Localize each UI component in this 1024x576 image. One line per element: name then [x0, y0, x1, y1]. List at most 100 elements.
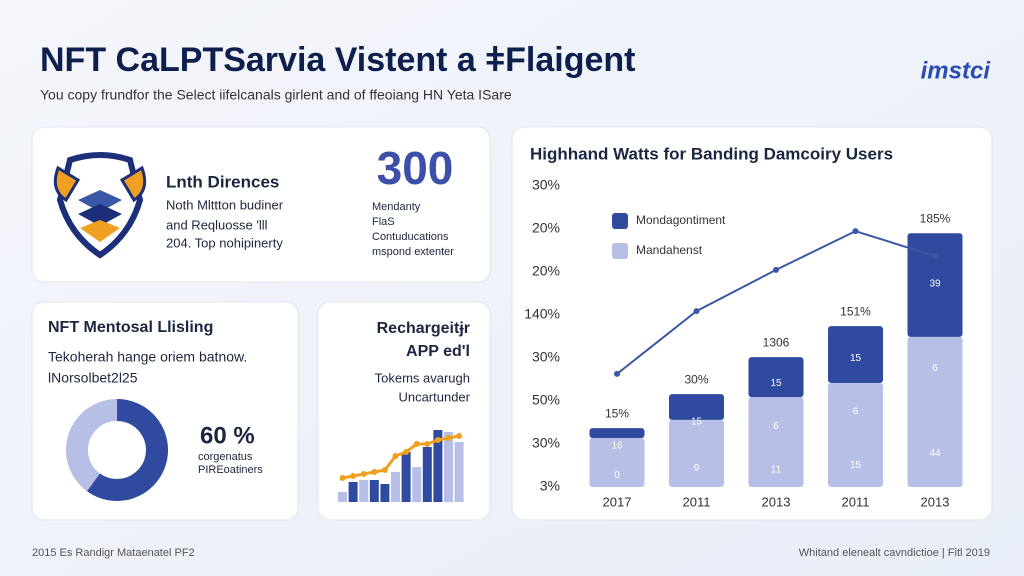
card-heading: Lnth Dirences: [166, 172, 279, 191]
footer: 2015 Es Randigr Mataenatel PF2: [32, 547, 195, 559]
donut-label: 60 %: [200, 422, 255, 449]
line-point: [371, 469, 378, 475]
line-point: [392, 453, 399, 459]
line-point: [413, 441, 420, 447]
y-tick-label: 30%: [532, 177, 560, 193]
bar: [359, 480, 369, 502]
inner-label: 16: [611, 440, 623, 451]
bar: [444, 432, 453, 502]
y-tick-label: 30%: [532, 349, 560, 365]
footer: Whitand elenealt cavndictioe | Fitl 2019: [799, 547, 990, 559]
bar: [433, 430, 443, 502]
inner-label: 9: [694, 463, 700, 474]
inner-label: 15: [850, 460, 862, 471]
subtitle: You copy frundfor the Select iifelcanals…: [40, 87, 512, 103]
x-tick-label: 2013: [921, 494, 950, 509]
inner-label: 44: [929, 448, 941, 459]
inner-label: 6: [932, 363, 938, 374]
line-point: [852, 228, 859, 235]
data-annotation: 1306: [763, 335, 790, 349]
card-heading: APP ed'l: [406, 343, 470, 360]
line-point: [360, 471, 367, 477]
bar-segment: [907, 336, 963, 487]
note: PIREoatiners: [198, 464, 263, 476]
card-text: lNorsolbet2l25: [48, 370, 138, 386]
legend-swatch: [612, 213, 628, 229]
card-text: Noth Mlttton budiner: [166, 197, 284, 212]
legend-label: Mondagontiment: [636, 213, 726, 227]
y-tick-label: 20%: [532, 263, 560, 279]
line-point: [350, 473, 357, 479]
line-point: [456, 433, 463, 439]
note: Contuducations: [372, 231, 449, 243]
donut-segment: [87, 399, 168, 501]
legend-swatch: [612, 243, 628, 259]
shield-icon: [53, 152, 147, 259]
line-point: [773, 266, 779, 273]
line-point: [339, 475, 346, 481]
bar: [391, 472, 400, 502]
note: mspond extenter: [372, 246, 454, 258]
bar-segment: [669, 419, 724, 487]
y-tick-label: 50%: [532, 392, 560, 408]
line-point: [932, 253, 938, 260]
bar: [338, 492, 347, 502]
legend-label: Mandahenst: [636, 243, 703, 257]
inner-label: 11: [771, 464, 782, 475]
y-tick-label: 140%: [524, 306, 560, 322]
data-annotation: 185%: [920, 211, 951, 225]
bar-segment: [748, 397, 804, 487]
line-point: [424, 441, 431, 447]
data-annotation: 30%: [684, 372, 708, 386]
data-annotation: 151%: [840, 304, 871, 318]
x-tick-label: 2011: [842, 494, 870, 509]
inner-label: 15: [770, 378, 782, 389]
line-point: [434, 437, 441, 443]
line-point: [693, 308, 700, 315]
x-tick-label: 2017: [603, 494, 632, 509]
inner-label: 15: [691, 417, 703, 428]
inner-label: 6: [773, 421, 779, 432]
chart-title: Highhand Watts for Banding Damcoiry User…: [530, 144, 893, 163]
bar-segment: [748, 357, 804, 398]
bar: [422, 447, 432, 502]
line-point: [403, 449, 410, 455]
note: corgenatus: [198, 451, 253, 463]
y-tick-label: 30%: [532, 435, 560, 451]
card-heading: Rechargeitɉr: [377, 320, 470, 337]
big-number: 300: [377, 142, 454, 194]
bar-segment: [907, 233, 963, 337]
bar: [380, 484, 390, 502]
line-point: [445, 435, 452, 441]
card-text: Tokems avarugh: [375, 370, 470, 385]
card-text: Tekoherah hange oriem batnow.: [48, 349, 247, 365]
note: Mendanty: [372, 201, 421, 213]
bar-segment: [828, 326, 883, 383]
inner-label: 6: [853, 407, 859, 418]
title: NFT CaLPTSarvia Vistent a ǂFlaigent: [40, 41, 636, 79]
bar: [348, 482, 358, 502]
line-point: [381, 467, 388, 473]
bar-segment: [589, 437, 645, 487]
card: [31, 301, 299, 521]
inner-label: 0: [614, 470, 620, 481]
card-text: Uncartunder: [398, 389, 470, 404]
bar-segment: [589, 428, 645, 438]
card-text: and Reqluosse 'lll: [166, 217, 268, 232]
bar: [401, 452, 411, 502]
data-annotation: 15%: [605, 406, 629, 420]
bar: [412, 467, 422, 502]
x-tick-label: 2011: [683, 494, 711, 509]
card-text: 204. Top nohipinerty: [166, 235, 283, 250]
logo: imstci: [921, 57, 992, 84]
note: FlaS: [372, 216, 395, 228]
bar-segment: [669, 394, 724, 420]
inner-label: 15: [850, 353, 862, 364]
y-tick-label: 20%: [532, 220, 560, 236]
y-tick-label: 3%: [540, 478, 560, 494]
bar: [369, 480, 379, 502]
line-point: [614, 370, 620, 377]
x-tick-label: 2013: [762, 494, 791, 509]
